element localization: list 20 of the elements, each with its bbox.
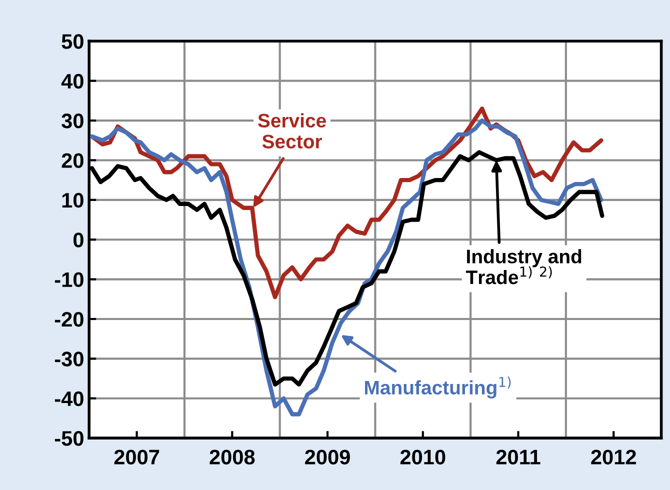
y-tick-label: 20 <box>62 153 84 168</box>
y-tick-label: -10 <box>54 272 84 288</box>
x-tick-label: 2009 <box>305 450 350 464</box>
x-tick-label: 2010 <box>400 450 446 464</box>
y-tick-label: 10 <box>62 192 84 208</box>
y-tick-label: 50 <box>62 34 84 49</box>
y-tick-label: 30 <box>62 114 84 128</box>
x-tick-label: 2008 <box>210 450 255 464</box>
y-tick-label: -30 <box>54 352 84 366</box>
x-tick-label: 2007 <box>114 450 160 464</box>
y-tick-label: -40 <box>54 391 84 406</box>
annotation: Service Sector <box>258 113 326 148</box>
annotation: Manufacturing$^{1)}$ <box>365 376 511 398</box>
x-tick-label: 2012 <box>591 450 636 464</box>
y-tick-label: 0 <box>73 232 84 248</box>
y-tick-label: -50 <box>54 431 84 446</box>
y-tick-label: 40 <box>61 74 84 89</box>
annotation: Industry and Trade$^{1) 2)}$ <box>466 249 582 284</box>
x-tick-label: 2011 <box>496 450 540 464</box>
y-tick-label: -20 <box>54 312 84 327</box>
